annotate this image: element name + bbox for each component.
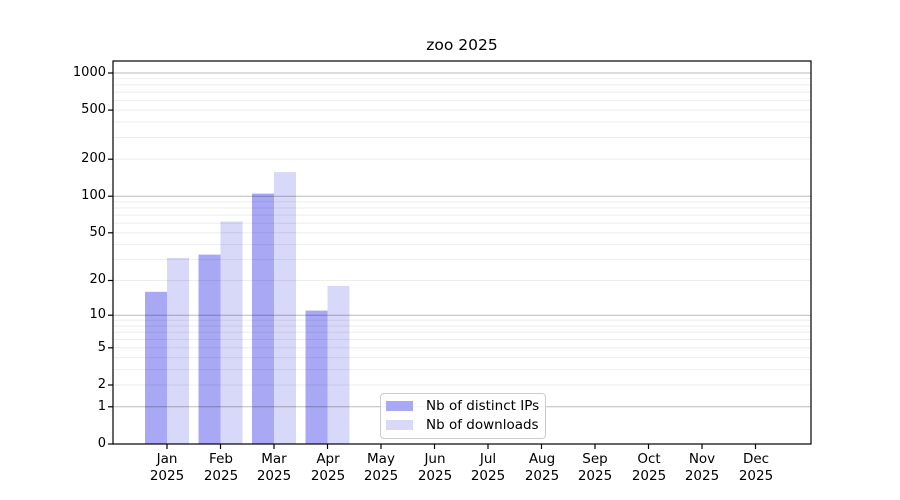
x-tick-label-jun: Jun 2025 bbox=[417, 451, 453, 484]
legend: Nb of distinct IPs Nb of downloads bbox=[380, 393, 546, 439]
bar-downloads-feb bbox=[220, 221, 243, 444]
x-tick-label-aug: Aug 2025 bbox=[524, 451, 560, 484]
legend-swatch-distinct-ips bbox=[386, 401, 413, 411]
y-tick-label-10: 10 bbox=[89, 307, 106, 322]
legend-row-downloads: Nb of downloads bbox=[386, 417, 539, 433]
bar-distinct-ips-apr bbox=[305, 310, 328, 444]
chart-title: zoo 2025 bbox=[426, 36, 498, 54]
bar-distinct-ips-mar bbox=[252, 193, 274, 444]
bar-distinct-ips-jan bbox=[145, 291, 167, 444]
x-tick-label-sep: Sep 2025 bbox=[577, 451, 613, 484]
y-tick-label-50: 50 bbox=[89, 225, 106, 240]
legend-label-downloads: Nb of downloads bbox=[426, 417, 539, 433]
bar-downloads-mar bbox=[274, 172, 296, 444]
x-tick-label-nov: Nov 2025 bbox=[684, 451, 720, 484]
y-tick-label-200: 200 bbox=[81, 151, 106, 166]
bar-downloads-jan bbox=[167, 257, 189, 444]
legend-row-distinct-ips: Nb of distinct IPs bbox=[386, 398, 540, 414]
y-tick-label-100: 100 bbox=[81, 188, 106, 203]
bar-downloads-apr bbox=[327, 285, 350, 444]
y-tick-label-500: 500 bbox=[81, 102, 106, 117]
legend-label-distinct-ips: Nb of distinct IPs bbox=[426, 398, 540, 414]
plot-frame bbox=[112, 60, 812, 445]
x-tick-label-feb: Feb 2025 bbox=[203, 451, 239, 484]
y-tick-label-0: 0 bbox=[97, 436, 106, 451]
y-tick-label-2: 2 bbox=[97, 377, 106, 392]
x-tick-label-jul: Jul 2025 bbox=[470, 451, 506, 484]
y-tick-label-1000: 1000 bbox=[72, 65, 106, 80]
y-tick-label-1: 1 bbox=[97, 399, 106, 414]
bar-distinct-ips-feb bbox=[198, 254, 221, 444]
x-tick-label-may: May 2025 bbox=[363, 451, 399, 484]
legend-swatch-downloads bbox=[386, 420, 413, 430]
x-tick-label-mar: Mar 2025 bbox=[256, 451, 292, 484]
x-tick-label-jan: Jan 2025 bbox=[149, 451, 185, 484]
y-tick-label-5: 5 bbox=[97, 340, 106, 355]
x-tick-label-oct: Oct 2025 bbox=[631, 451, 667, 484]
x-tick-label-dec: Dec 2025 bbox=[738, 451, 774, 484]
x-tick-label-apr: Apr 2025 bbox=[310, 451, 346, 484]
y-tick-label-20: 20 bbox=[89, 272, 106, 287]
